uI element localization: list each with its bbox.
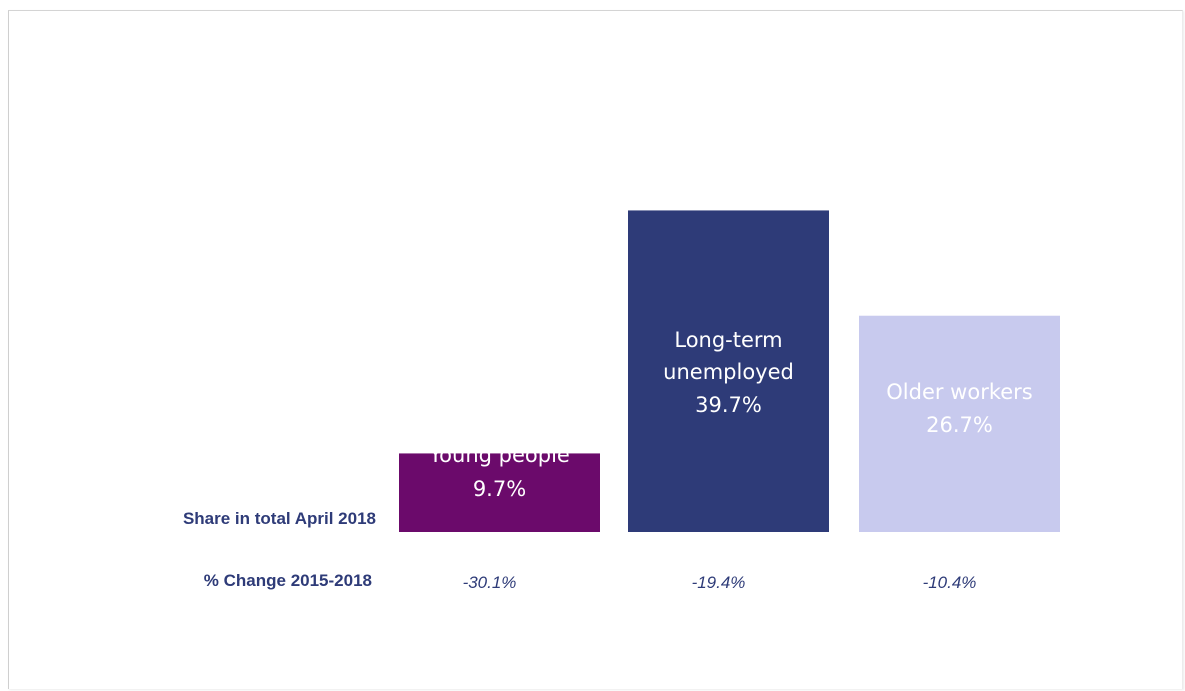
change-values-layer: -30.1% -19.4% -10.4% xyxy=(463,573,977,592)
chart-frame xyxy=(8,10,1183,689)
bar-labels-layer: Young people 9.7% Long-term unemployed 39.7%… xyxy=(428,328,1033,501)
change-value-2: -10.4% xyxy=(923,573,977,592)
bar-label-2-line-0: Older workers xyxy=(886,380,1033,404)
bar-older-workers xyxy=(859,315,1060,532)
change-value-0: -30.1% xyxy=(463,573,517,592)
bar-label-1-line-0: Long-term xyxy=(674,328,782,352)
bar-label-1-line-1: unemployed xyxy=(663,360,794,384)
bar-label-2-line-1: 26.7% xyxy=(926,413,993,437)
change-row-label: % Change 2015-2018 xyxy=(204,571,372,590)
bar-long-term-unemployed xyxy=(628,210,829,532)
change-value-1: -19.4% xyxy=(692,573,746,592)
share-row-label: Share in total April 2018 xyxy=(183,509,376,528)
bar-label-1-line-2: 39.7% xyxy=(695,393,762,417)
bar-label-0-line-0: Young people xyxy=(428,443,570,467)
bar-young-people xyxy=(399,453,600,532)
bars-layer xyxy=(399,210,1060,532)
bar-label-0-line-1: 9.7% xyxy=(473,477,526,501)
